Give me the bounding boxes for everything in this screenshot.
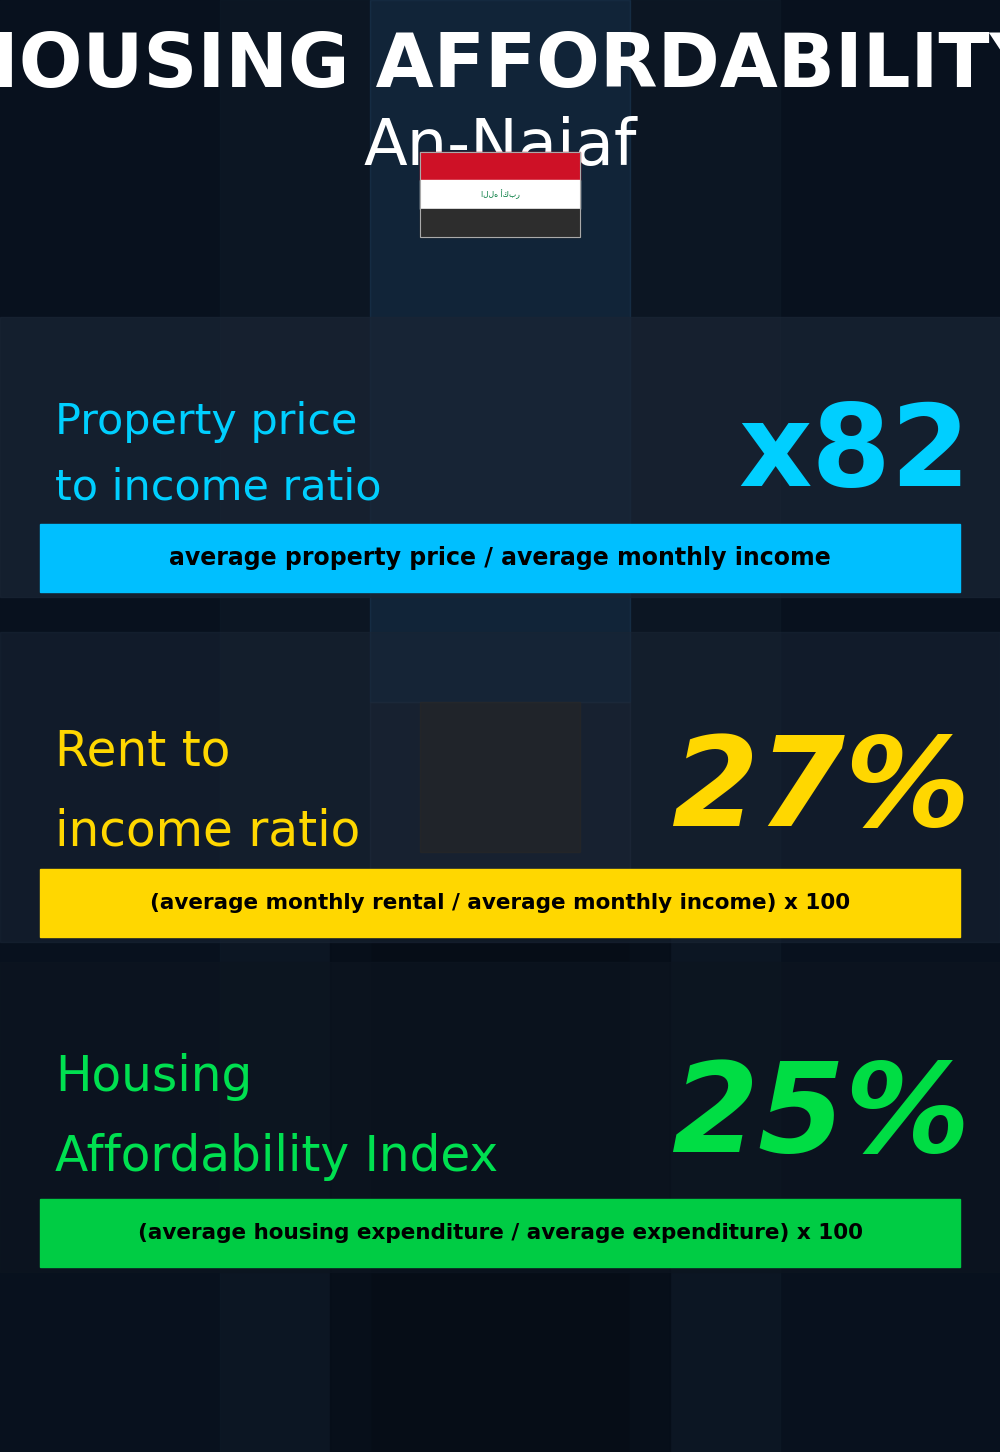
Text: income ratio: income ratio <box>55 807 360 857</box>
Bar <box>370 0 630 701</box>
Bar <box>0 0 220 1452</box>
Text: (average housing expenditure / average expenditure) x 100: (average housing expenditure / average e… <box>138 1223 862 1243</box>
Bar <box>420 152 580 180</box>
Bar <box>420 701 580 852</box>
Text: average property price / average monthly income: average property price / average monthly… <box>169 546 831 571</box>
Bar <box>780 0 1000 1452</box>
Text: (average monthly rental / average monthly income) x 100: (average monthly rental / average monthl… <box>150 893 850 913</box>
Text: Housing: Housing <box>55 1053 252 1101</box>
Text: HOUSING AFFORDABILITY: HOUSING AFFORDABILITY <box>0 30 1000 103</box>
Text: Property price: Property price <box>55 401 357 443</box>
Bar <box>0 632 1000 942</box>
Bar <box>40 868 960 937</box>
Text: Rent to: Rent to <box>55 727 230 775</box>
Bar <box>40 524 960 592</box>
Bar <box>220 0 370 1452</box>
Text: 25%: 25% <box>671 1057 970 1178</box>
Text: x82: x82 <box>738 399 970 511</box>
Bar <box>420 180 580 209</box>
Text: 27%: 27% <box>671 732 970 852</box>
Bar <box>40 1199 960 1268</box>
Bar <box>0 317 1000 597</box>
Text: الله أكبر: الله أكبر <box>481 190 519 199</box>
Bar <box>420 152 580 237</box>
Bar <box>630 0 780 1452</box>
Bar <box>420 209 580 237</box>
Text: to income ratio: to income ratio <box>55 466 382 508</box>
Text: Affordability Index: Affordability Index <box>55 1133 498 1180</box>
Text: An-Najaf: An-Najaf <box>363 116 637 179</box>
Bar <box>0 963 1000 1272</box>
Bar <box>330 902 670 1452</box>
Bar <box>370 701 630 902</box>
